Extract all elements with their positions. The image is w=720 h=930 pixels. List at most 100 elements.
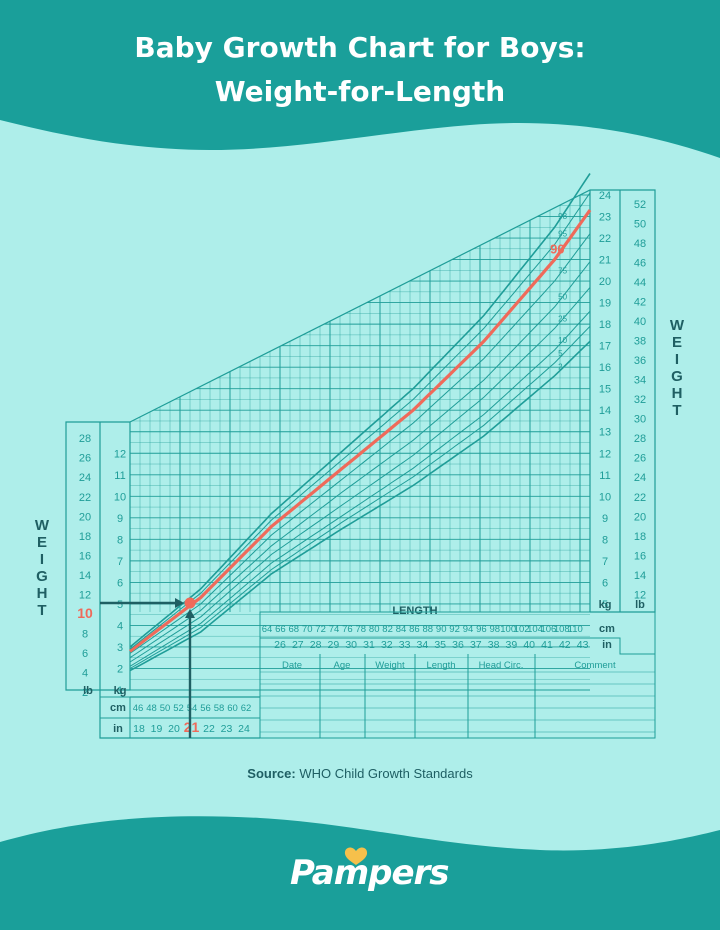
lb-tick-left: 16 [79,550,91,562]
in-tick: 23 [221,723,233,735]
percentile-curve-10 [129,310,591,667]
percentile-curve-95 [129,192,591,650]
lb-tick-left: 24 [79,472,91,484]
percentile-curve-75 [129,233,591,654]
percentile-label-5: 5 [558,349,563,358]
cm-tick: 74 [329,624,340,635]
in-tick: 32 [381,639,393,651]
pampers-logo: Pampers [290,845,450,905]
weight-axis-label-right: I [675,351,679,368]
table-header-4: Head Circ. [479,660,524,671]
lb-tick-left: 28 [79,433,91,445]
table-header-2: Weight [375,660,405,671]
kg-tick-left: 3 [117,642,123,654]
cm-tick: 46 [133,703,144,714]
length-arrow-head [185,609,195,618]
lb-unit-left: lb [83,685,93,697]
highlight-weight-label: 10 [77,605,93,621]
source-label: Source: [247,766,296,781]
in-tick: 31 [363,639,375,651]
cm-tick: 86 [409,624,420,635]
in-tick: 33 [399,639,411,651]
kg-tick-right: 7 [602,556,608,568]
lb-tick-left: 14 [79,570,91,582]
kg-tick-left: 4 [117,620,123,632]
kg-tick-right: 9 [602,513,608,525]
lb-tick-left: 4 [82,667,88,679]
lb-tick-right: 46 [634,257,646,269]
kg-tick-right: 11 [599,470,610,482]
kg-tick-right: 16 [599,362,611,374]
table-header-0: Date [282,660,302,671]
cm-tick: 78 [356,624,367,635]
cm-tick: 90 [436,624,447,635]
lb-tick-right: 24 [634,472,646,484]
kg-tick-right: 8 [602,534,608,546]
in-unit-left: in [113,723,123,735]
lb-tick-left: 2 [82,687,88,699]
percentile-label-10: 10 [558,336,567,345]
kg-tick-right: 15 [599,384,611,396]
kg-tick-left: 9 [117,513,123,525]
cm-tick: 76 [342,624,353,635]
lb-tick-right: 12 [634,589,646,601]
cm-tick: 70 [302,624,313,635]
page-title-line-1: Baby Growth Chart for Boys: [134,31,586,64]
cm-tick: 56 [200,703,211,714]
cm-tick: 108 [554,624,570,635]
in-tick: 42 [559,639,571,651]
lb-tick-left: 6 [82,648,88,660]
lb-tick-right: 34 [634,375,646,387]
brand-name: Pampers [290,853,450,893]
lb-tick-right: 52 [634,199,646,211]
kg-tick-left: 12 [114,448,126,460]
lb-tick-left: 26 [79,453,91,465]
percentile-label-98: 98 [558,212,567,221]
lb-tick-right: 14 [634,570,646,582]
in-tick: 37 [470,639,482,651]
percentile-curve-5 [129,325,591,669]
weight-axis-label-left: H [37,585,48,602]
lb-tick-right: 22 [634,492,646,504]
lb-tick-left: 20 [79,511,91,523]
kg-unit-left: kg [114,685,127,697]
weight-axis-label-right: H [672,385,683,402]
weight-axis-label-right: T [672,402,681,419]
lb-tick-right: 38 [634,336,646,348]
in-tick: 38 [488,639,500,651]
lb-tick-left: 12 [79,589,91,601]
cm-tick: 80 [369,624,380,635]
kg-unit-right: kg [599,599,612,611]
cm-tick: 64 [262,624,273,635]
cm-tick: 60 [227,703,238,714]
in-tick: 19 [151,723,163,735]
lb-unit-right: lb [635,599,645,611]
kg-tick-left: 2 [117,663,123,675]
page-title-line-2: Weight-for-Length [214,75,506,108]
in-tick: 20 [168,723,180,735]
lb-tick-right: 20 [634,511,646,523]
table-header-1: Age [334,660,351,671]
kg-tick-right: 6 [602,577,608,589]
cm-tick: 98 [490,624,501,635]
cm-unit-right: cm [599,623,615,635]
kg-tick-left: 11 [114,470,125,482]
weight-axis-label-left: E [37,534,47,551]
in-tick: 34 [417,639,429,651]
in-tick: 36 [452,639,464,651]
weight-axis-label-right: E [672,334,682,351]
percentile-curve-2 [129,340,591,672]
heart-icon [344,847,368,865]
kg-tick-right: 14 [599,405,611,417]
weight-axis-label-right: W [670,317,685,334]
cm-tick: 52 [173,703,184,714]
weight-axis-label-left: I [40,551,44,568]
lb-tick-left: 18 [79,531,91,543]
in-tick: 35 [434,639,446,651]
cm-tick: 66 [275,624,286,635]
kg-tick-left: 5 [117,599,123,611]
cm-tick: 62 [241,703,252,714]
cm-tick: 94 [463,624,474,635]
